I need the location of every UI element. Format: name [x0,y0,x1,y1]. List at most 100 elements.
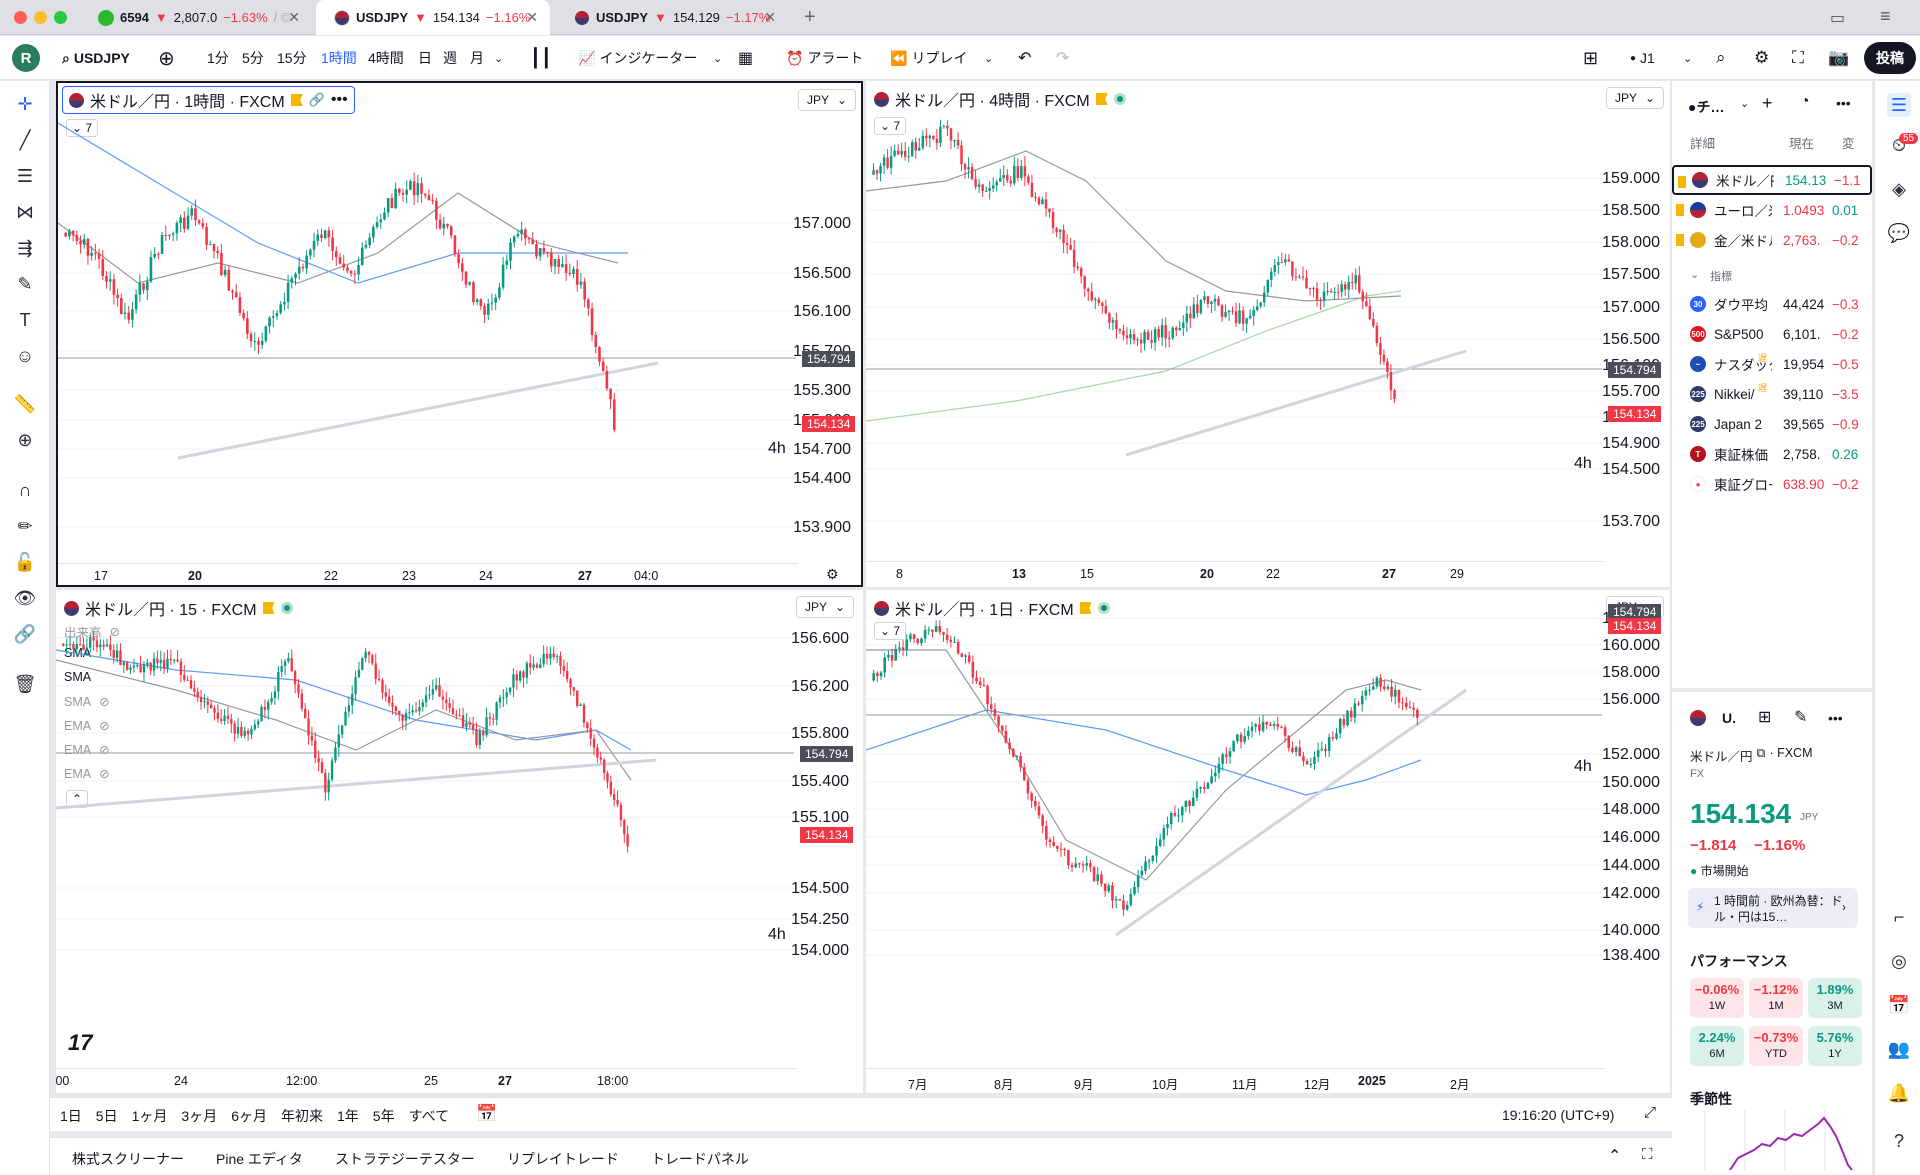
chat-icon[interactable]: 💬 [1887,222,1911,243]
eye-hidden-icon[interactable]: ⊘ [99,743,110,757]
replay-button[interactable]: ⏪ リプレイ [890,36,967,80]
range-button[interactable]: 6ヶ月 [231,1108,267,1124]
alert-button[interactable]: ⏰ アラート [786,36,863,80]
layout-select-icon[interactable]: ⊞ [1583,47,1599,68]
interval-dropdown-icon[interactable]: ⌄ [494,52,504,65]
brush-icon[interactable]: ✎ [17,273,33,294]
redo-icon[interactable]: ↷ [1056,50,1070,67]
compare-add-icon[interactable]: ⊕ [158,47,175,70]
chart-panel-15m[interactable]: 米ドル／円 · 15 · FXCM 出来高 ⊘ SMA SMA SMA ⊘ EMA ⊘… [56,590,863,1093]
settings-gear-icon[interactable]: ⚙ [1754,48,1770,67]
layers-icon[interactable]: ◈ [1892,178,1906,199]
community-icon[interactable]: 👥 [1887,1038,1911,1059]
bottom-tab[interactable]: 株式スクリーナー [72,1151,184,1167]
legend-ema-3[interactable]: EMA ⊘ [64,766,110,782]
performance-cell[interactable]: −0.06% 1W [1690,978,1744,1018]
eye-hidden-icon[interactable]: ⊘ [99,767,110,781]
tab-usdjpy-active[interactable]: USDJPY ▼ 154.134 −1.16% ✕ [316,0,550,35]
column-header-last[interactable]: 現在 [1789,137,1815,151]
interval-15m[interactable]: 15分 [277,50,307,66]
eye-hidden-icon[interactable]: ⊘ [99,719,110,733]
price-axis[interactable]: 162.000160.000158.000156.000152.000150.0… [1602,590,1666,1068]
range-button[interactable]: 年初来 [280,1108,323,1124]
price-axis[interactable]: 157.000156.500156.100155.700155.300155.0… [793,83,857,563]
performance-cell[interactable]: −0.73% YTD [1749,1026,1803,1066]
calendar-icon[interactable]: 📅 [476,1104,498,1123]
price-tag-last[interactable]: 154.134 [1608,406,1662,422]
index-row[interactable]: ● 東証グロース 638.90 −0.2 [1672,469,1872,499]
calendar-icon[interactable]: 📅 [1887,994,1911,1015]
section-header[interactable]: 指標 [1710,271,1732,283]
price-tag-reference[interactable]: 154.794 [1608,362,1662,378]
maximize-panel-icon[interactable]: ⛶ [1642,1146,1653,1163]
column-header-change[interactable]: 変 [1842,137,1855,151]
expand-icon[interactable]: ⤢ [1644,1104,1657,1121]
close-window-icon[interactable] [14,11,27,24]
time-axis[interactable]: :00 24 12:00 25 27 18:00 [56,1068,796,1092]
link-icon[interactable]: 🔗 [13,623,37,644]
zoom-icon[interactable]: ⊕ [17,429,33,450]
price-axis[interactable]: 159.000 158.500 158.000 157.500 157.000 156.5… [1602,81,1666,561]
index-row[interactable]: 30 ダウ平均 44,424 −0.3 [1672,289,1872,319]
ruler-icon[interactable]: 📏 [13,393,37,414]
interval-1h[interactable]: 1時間 [321,50,357,66]
index-row[interactable]: 225 Nikkei/遅 39,110 −3.5 [1672,379,1872,409]
bottom-tab[interactable]: トレードパネル [650,1151,749,1167]
price-chart-canvas[interactable] [56,590,794,1068]
prediction-icon[interactable]: ⇶ [17,237,33,258]
replay-dropdown-icon[interactable]: ⌄ [984,52,994,65]
price-axis[interactable]: 156.600 156.200 155.800 155.400 155.100 154.5… [791,590,855,1068]
collapse-section-icon[interactable]: ⌄ [1690,269,1700,281]
price-tag-reference[interactable]: 154.794 [802,351,856,367]
chart-panel-4h[interactable]: 米ドル／円 · 4時間 · FXCM ⌄ 7 JPY ⌄ 159.000 158.… [866,81,1670,587]
layout-grid-icon[interactable]: ⊞ [1758,709,1772,726]
currency-select[interactable]: JPY ⌄ [798,89,856,111]
bottom-tab[interactable]: ストラテジーテスター [334,1151,475,1167]
chart-title[interactable]: 米ドル／円 · 4時間 · FXCM [874,87,1126,111]
flag-marker-icon[interactable] [262,602,275,614]
close-tab-icon[interactable]: ✕ [764,9,776,25]
quick-search-icon[interactable]: ⌕ [1716,48,1726,67]
watchlist-name[interactable]: ●チ… [1688,99,1725,115]
news-card[interactable]: ⚡ 1 時間前 · 欧州為替：ドル・円は15… › [1688,888,1858,928]
performance-cell[interactable]: 1.89% 3M [1808,978,1862,1018]
tradingview-logo[interactable]: 17 [68,1030,93,1055]
price-chart-canvas[interactable] [58,83,796,563]
performance-cell[interactable]: −1.12% 1M [1749,978,1803,1018]
chart-panel-1h[interactable]: 米ドル／円 · 1時間 · FXCM 🔗 ••• ⌄ 7 JPY ⌄ 157.0… [56,81,863,587]
chart-pie-icon[interactable]: ◔ [1800,93,1810,110]
price-chart-canvas[interactable] [866,590,1602,1068]
chart-title[interactable]: 米ドル／円 · 1時間 · FXCM 🔗 ••• [62,86,355,114]
price-tag-last[interactable]: 154.134 [1608,618,1662,634]
tab-usdjpy-2[interactable]: USDJPY ▼ 154.129 −1.17% ✕ [556,0,788,35]
trendline-drawing[interactable] [56,758,657,810]
details-symbol[interactable]: U. [1722,710,1736,726]
menu-icon[interactable]: ≡ [1880,6,1891,26]
price-chart-canvas[interactable] [866,81,1602,561]
range-button[interactable]: 5年 [372,1108,395,1124]
new-tab-icon[interactable]: + [804,6,816,28]
minimize-window-icon[interactable] [34,11,47,24]
trendline-drawing[interactable] [177,361,659,460]
flag-marker-icon[interactable] [1676,234,1684,246]
layout-grid-icon[interactable]: ▦ [738,50,754,67]
link-icon[interactable]: 🔗 [308,92,325,107]
chevron-up-icon[interactable]: ⌃ [1608,1148,1622,1165]
watchlist-row[interactable]: ユーロ／米 1.0493 0.01 [1672,195,1872,225]
more-icon[interactable]: ••• [1828,710,1843,726]
lock-drawing-icon[interactable]: ✏ [17,515,33,536]
currency-select[interactable]: JPY ⌄ [796,596,854,618]
price-tag-last[interactable]: 154.134 [800,827,854,843]
fib-lines-icon[interactable]: ☰ [16,165,34,186]
range-button[interactable]: 1日 [60,1108,82,1124]
index-row[interactable]: 225 Japan 2 39,565 −0.9 [1672,409,1872,439]
maximize-window-icon[interactable] [54,11,67,24]
add-symbol-icon[interactable]: + [1762,93,1773,113]
candle-type-icon[interactable]: ┃┃ [530,47,552,68]
text-icon[interactable]: T [19,309,31,330]
legend-sma-2[interactable]: SMA [64,670,91,684]
trendline-drawing[interactable] [1125,349,1467,457]
flag-marker-icon[interactable] [1676,204,1684,216]
time-axis[interactable]: 7月 8月 9月 10月 11月 12月 2025 2月 [866,1068,1604,1092]
collapse-legend-button[interactable]: ⌄ 7 [874,117,907,135]
